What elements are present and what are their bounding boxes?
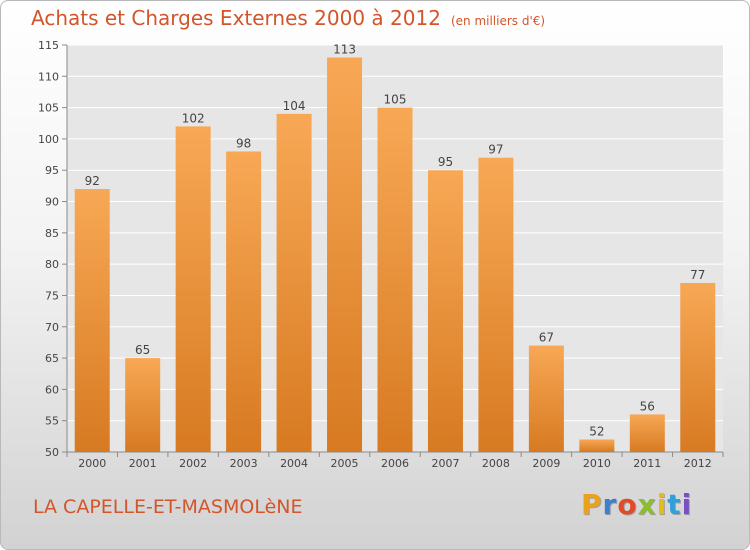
value-label-2008: 97	[488, 143, 503, 157]
y-tick-label: 50	[45, 446, 59, 459]
y-tick-label: 80	[45, 258, 59, 271]
y-tick-label: 85	[45, 227, 59, 240]
x-tick-label-2000: 2000	[78, 457, 106, 470]
bar-2002	[175, 126, 211, 453]
value-label-2001: 65	[135, 343, 150, 357]
x-tick-label-2010: 2010	[583, 457, 611, 470]
value-label-2002: 102	[182, 111, 205, 125]
bar-2010	[579, 439, 615, 452]
x-tick-label-2005: 2005	[331, 457, 359, 470]
value-label-2004: 104	[283, 99, 306, 113]
logo-letter: o	[617, 488, 638, 521]
x-tick-label-2002: 2002	[179, 457, 207, 470]
y-tick-label: 110	[38, 70, 59, 83]
value-label-2010: 52	[589, 424, 604, 438]
value-label-2012: 77	[690, 268, 705, 282]
y-tick-label: 105	[38, 102, 59, 115]
bar-2012	[680, 282, 716, 452]
logo-letter: r	[602, 488, 618, 521]
x-tick-label-2004: 2004	[280, 457, 308, 470]
bar-2004	[276, 113, 312, 452]
bar-2003	[226, 151, 262, 452]
chart-unit-label: (en milliers d'€)	[450, 14, 546, 28]
y-tick-label: 100	[38, 133, 59, 146]
value-label-2000: 92	[85, 174, 100, 188]
chart-title-text: Achats et Charges Externes 2000 à 2012	[31, 6, 441, 30]
value-label-2005: 113	[333, 43, 356, 57]
logo-letter: P	[581, 488, 603, 521]
bar-2007	[427, 170, 463, 452]
value-label-2009: 67	[539, 331, 554, 345]
x-tick-label-2007: 2007	[431, 457, 459, 470]
logo-letter: i	[656, 488, 668, 521]
logo-letter: i	[681, 488, 693, 521]
x-tick-label-2006: 2006	[381, 457, 409, 470]
proxiti-logo[interactable]: Proxiti	[581, 488, 692, 521]
y-axis-ticks: 50 55 60 65 70 75 80 85 90 95 100 105 110 115	[38, 39, 67, 459]
bar-2011	[629, 414, 665, 452]
x-axis-ticks: 2000 2001 2002 2003 2004 2005 2006 2007 2008 2009…	[66, 452, 724, 470]
y-tick-label: 75	[45, 289, 59, 302]
y-tick-label: 115	[38, 39, 59, 52]
bar-2008	[478, 157, 514, 452]
value-labels: 92 65 102 98 104 113 105 95 97 67 52 56 77	[85, 43, 706, 439]
y-tick-label: 70	[45, 321, 59, 334]
x-tick-label-2008: 2008	[482, 457, 510, 470]
y-tick-label: 55	[45, 415, 59, 428]
bar-2001	[125, 358, 161, 452]
y-tick-label: 95	[45, 164, 59, 177]
value-label-2011: 56	[640, 399, 655, 413]
logo-letter: t	[667, 488, 682, 521]
x-tick-label-2011: 2011	[633, 457, 661, 470]
x-tick-label-2012: 2012	[684, 457, 712, 470]
bar-2006	[377, 107, 413, 452]
x-tick-label-2003: 2003	[230, 457, 258, 470]
bars	[74, 57, 716, 453]
value-label-2006: 105	[384, 93, 407, 107]
x-tick-label-2009: 2009	[532, 457, 560, 470]
bar-2000	[74, 189, 110, 452]
value-label-2003: 98	[236, 136, 251, 150]
bar-2005	[327, 57, 363, 453]
y-tick-label: 90	[45, 196, 59, 209]
value-label-2007: 95	[438, 155, 453, 169]
x-tick-label-2001: 2001	[129, 457, 157, 470]
y-tick-label: 60	[45, 383, 59, 396]
logo-letter: x	[637, 488, 657, 521]
commune-name: LA CAPELLE-ET-MASMOLèNE	[33, 496, 303, 518]
chart-title: Achats et Charges Externes 2000 à 2012 (e…	[31, 6, 545, 30]
bar-2009	[528, 345, 564, 452]
y-tick-label: 65	[45, 352, 59, 365]
